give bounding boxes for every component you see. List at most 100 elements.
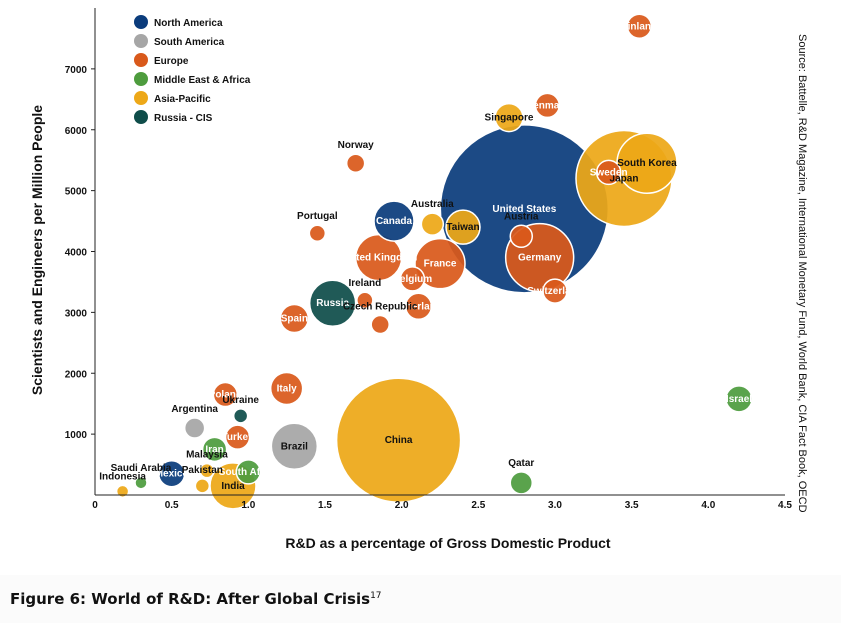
bubble-portugal <box>308 224 327 242</box>
legend-swatch-asia-pacific <box>134 91 148 105</box>
x-tick-label: 3.0 <box>548 500 562 511</box>
label-saudi-arabia: Saudi Arabia <box>111 463 172 474</box>
figure-caption: Figure 6: World of R&D: After Global Cri… <box>10 590 382 608</box>
label-denmark: Denmark <box>526 100 569 111</box>
x-tick-label: 1.5 <box>318 500 332 511</box>
bubble-france <box>414 237 466 290</box>
bubble-argentina <box>183 417 206 439</box>
bubble-poland <box>212 381 239 408</box>
legend-label-middle-east-africa: Middle East & Africa <box>154 75 251 86</box>
bubble-pakistan <box>194 478 211 494</box>
x-ticks: 0 0.5 1.0 1.5 2.0 2.5 3.0 3.5 4.0 4.5 <box>92 500 792 511</box>
label-russia: Russia <box>316 298 349 309</box>
y-tick-label: 2000 <box>65 369 88 380</box>
x-tick-label: 2.0 <box>395 500 409 511</box>
bubble-china <box>335 377 462 503</box>
label-argentina: Argentina <box>171 404 218 415</box>
label-germany: Germany <box>518 253 562 264</box>
label-italy: Italy <box>277 383 297 394</box>
bubble-turkey <box>224 424 251 450</box>
bubble-russia <box>308 279 357 327</box>
label-china: China <box>385 435 413 446</box>
bubble-qatar <box>509 471 534 495</box>
bubble-singapore <box>494 102 524 133</box>
label-belgium: Belgium <box>393 274 433 285</box>
label-france: France <box>424 259 457 270</box>
label-poland: Poland <box>209 390 242 401</box>
legend-label-north-america: North America <box>154 18 223 29</box>
label-taiwan: Taiwan <box>446 222 479 233</box>
bubble-brazil <box>270 422 319 471</box>
label-indonesia: Indonesia <box>99 471 146 482</box>
bubble-austria <box>509 224 534 249</box>
x-tick-label: 3.5 <box>625 500 639 511</box>
legend-label-south-america: South America <box>154 37 225 48</box>
bubble-belgium <box>399 266 426 292</box>
bubble-netherlands <box>404 292 433 321</box>
legend: North America South America Europe Middle E… <box>134 15 251 124</box>
bubble-taiwan <box>445 209 481 245</box>
x-tick-label: 1.0 <box>241 500 255 511</box>
label-australia: Australia <box>411 199 454 210</box>
x-tick-label: 2.5 <box>471 500 485 511</box>
caption-footnote-marker: 17 <box>370 591 382 601</box>
bubble-australia <box>420 212 445 236</box>
x-tick-label: 4.0 <box>701 500 715 511</box>
label-brazil: Brazil <box>281 441 308 452</box>
legend-swatch-russia-cis <box>134 110 148 124</box>
label-ireland: Ireland <box>348 278 381 289</box>
label-portugal: Portugal <box>297 211 338 222</box>
bubble-israel <box>725 385 753 413</box>
bubble-czech-republic <box>370 314 390 335</box>
label-turkey: Turkey <box>222 432 254 443</box>
x-tick-label: 0.5 <box>165 500 179 511</box>
label-malaysia: Malaysia <box>186 450 228 461</box>
label-iran: Iran <box>205 444 223 455</box>
label-spain: Spain <box>281 313 308 324</box>
bubbles-layer <box>115 13 753 510</box>
caption-text: Figure 6: World of R&D: After Global Cri… <box>10 590 371 608</box>
bubble-spain <box>279 303 310 334</box>
bubble-switzerland <box>542 278 568 304</box>
legend-label-asia-pacific: Asia-Pacific <box>154 94 211 105</box>
label-canada: Canada <box>376 216 413 227</box>
legend-swatch-europe <box>134 53 148 67</box>
label-finland: Finland <box>622 21 658 32</box>
source-note: Source: Battelle, R&D Magazine, Internat… <box>796 34 808 513</box>
bubble-finland <box>626 13 653 40</box>
bubble-malaysia <box>199 462 215 479</box>
y-tick-label: 5000 <box>65 187 88 198</box>
label-ukraine: Ukraine <box>222 395 259 406</box>
legend-label-europe: Europe <box>154 56 189 67</box>
y-tick-label: 3000 <box>65 308 88 319</box>
label-united-states: United States <box>492 204 556 215</box>
label-south-korea: South Korea <box>617 158 677 169</box>
bubble-indonesia <box>115 484 130 499</box>
bubble-sweden <box>595 159 622 186</box>
label-japan: Japan <box>610 173 639 184</box>
x-tick-label: 4.5 <box>778 500 792 511</box>
caption-band <box>0 575 841 623</box>
label-qatar: Qatar <box>508 458 534 469</box>
bubble-norway <box>345 153 366 173</box>
label-norway: Norway <box>338 140 375 151</box>
bubble-saudi-arabia <box>134 476 148 490</box>
y-axis-title: Scientists and Engineers per Million Peo… <box>29 105 45 395</box>
bubble-chart: United States China Japan Germany South Kore… <box>29 8 792 551</box>
bubble-iran <box>201 436 228 463</box>
y-tick-label: 6000 <box>65 126 88 137</box>
label-singapore: Singapore <box>485 113 534 124</box>
bubble-italy <box>269 371 304 406</box>
label-israel: Israel <box>726 394 752 405</box>
bubble-canada <box>373 200 415 242</box>
bubble-denmark <box>534 92 561 119</box>
label-austria: Austria <box>504 211 539 222</box>
bubble-labels-layer: United States China Japan Germany South Kore… <box>99 21 752 492</box>
bubble-south-africa <box>235 459 262 485</box>
label-sweden: Sweden <box>590 167 628 178</box>
label-mexico: Mexico <box>155 469 189 480</box>
bubble-ukraine <box>232 408 249 424</box>
bubble-ireland <box>356 291 374 309</box>
legend-label-russia-cis: Russia - CIS <box>154 113 213 124</box>
y-tick-label: 7000 <box>65 65 88 76</box>
